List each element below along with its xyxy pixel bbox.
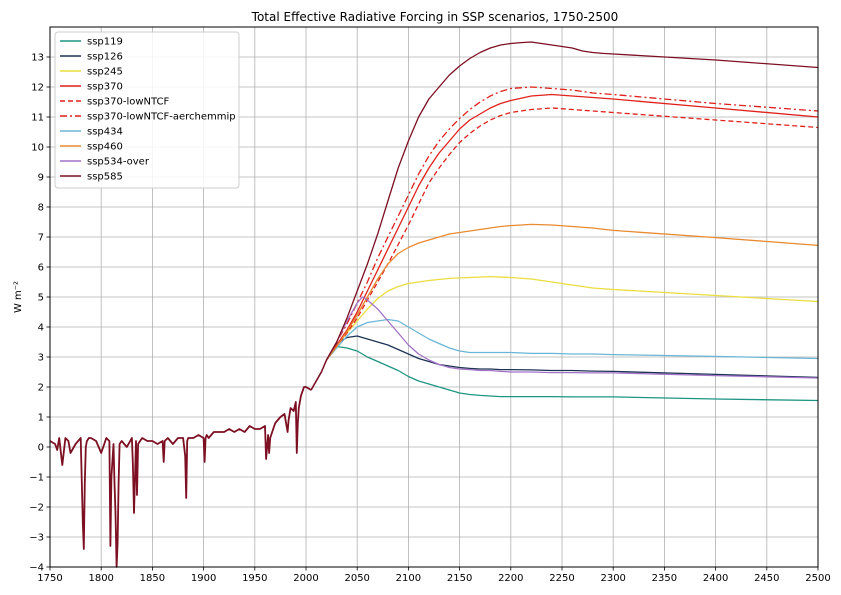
- legend-label-ssp245: ssp245: [87, 67, 123, 78]
- series-line-ssp370-lowNTCF-aerchemmip: [310, 86, 819, 391]
- y-tick-label: 9: [38, 173, 44, 184]
- x-tick-label: 2250: [549, 573, 574, 584]
- legend-box: [54, 31, 240, 189]
- x-tick-label: 2450: [754, 573, 779, 584]
- series-line-ssp434: [310, 318, 819, 391]
- x-tick-label: 2500: [805, 573, 830, 584]
- y-axis-label: W m⁻²: [13, 281, 24, 313]
- x-tick-label: 2100: [396, 573, 421, 584]
- x-tick-label: 2050: [344, 573, 369, 584]
- x-tick-label: 2300: [600, 573, 625, 584]
- legend-label-ssp370: ssp370: [87, 82, 123, 93]
- legend-label-ssp534-over: ssp534-over: [87, 157, 150, 168]
- y-tick-label: 6: [38, 263, 44, 274]
- y-tick-label: −4: [29, 563, 44, 574]
- series-line-ssp460: [310, 223, 819, 391]
- legend-label-ssp370-lowNTCF: ssp370-lowNTCF: [87, 97, 170, 108]
- x-tick-label: 1900: [191, 573, 216, 584]
- y-tick-label: 8: [38, 203, 44, 214]
- x-tick-label: 1950: [242, 573, 267, 584]
- legend: ssp119 ssp126 ssp245 ssp370 ssp370-lowNTCF ss…: [54, 31, 240, 189]
- series-line-ssp370: [310, 93, 819, 391]
- y-tick-label: 11: [31, 113, 44, 124]
- x-tick-label: 1800: [88, 573, 113, 584]
- y-tick-label: 10: [31, 143, 44, 154]
- x-tick-label: 1850: [140, 573, 165, 584]
- historical-line: [49, 386, 312, 568]
- y-tick-label: 7: [38, 233, 44, 244]
- x-tick-label: 2200: [498, 573, 523, 584]
- legend-label-ssp434: ssp434: [87, 127, 123, 138]
- chart-title: Total Effective Radiative Forcing in SSP…: [251, 10, 619, 24]
- legend-label-ssp126: ssp126: [87, 52, 123, 63]
- plot-area: [49, 41, 819, 568]
- y-tick-label: −1: [29, 473, 44, 484]
- x-tick-label: 2000: [293, 573, 318, 584]
- y-tick-label: 13: [31, 53, 44, 64]
- y-tick-label: −2: [29, 503, 44, 514]
- x-tick-label: 2350: [652, 573, 677, 584]
- plot-frame: [49, 26, 819, 568]
- x-tick-label: 2400: [703, 573, 728, 584]
- y-tick-label: 3: [38, 353, 44, 364]
- y-tick-label: −3: [29, 533, 44, 544]
- legend-label-ssp460: ssp460: [87, 142, 123, 153]
- x-tick-label: 1750: [37, 573, 62, 584]
- series-line-ssp370-lowNTCF: [310, 107, 819, 391]
- y-tick-label: 4: [38, 323, 44, 334]
- y-tick-label: 0: [38, 443, 44, 454]
- y-tick-label: 5: [38, 293, 44, 304]
- legend-label-ssp585: ssp585: [87, 172, 123, 183]
- y-tick-label: 12: [31, 83, 44, 94]
- x-axis-ticks: 1750 1800 1850 1900 1950 2000 2050 2100 2150 2200…: [37, 567, 831, 584]
- legend-label-ssp119: ssp119: [87, 37, 123, 48]
- y-tick-label: 2: [38, 383, 44, 394]
- y-tick-label: 1: [38, 413, 44, 424]
- legend-label-ssp370-lowNTCF-aerchemmip: ssp370-lowNTCF-aerchemmip: [87, 112, 236, 123]
- x-tick-label: 2150: [447, 573, 472, 584]
- series-line-ssp534-over: [310, 296, 819, 391]
- series-line-ssp585: [310, 41, 819, 391]
